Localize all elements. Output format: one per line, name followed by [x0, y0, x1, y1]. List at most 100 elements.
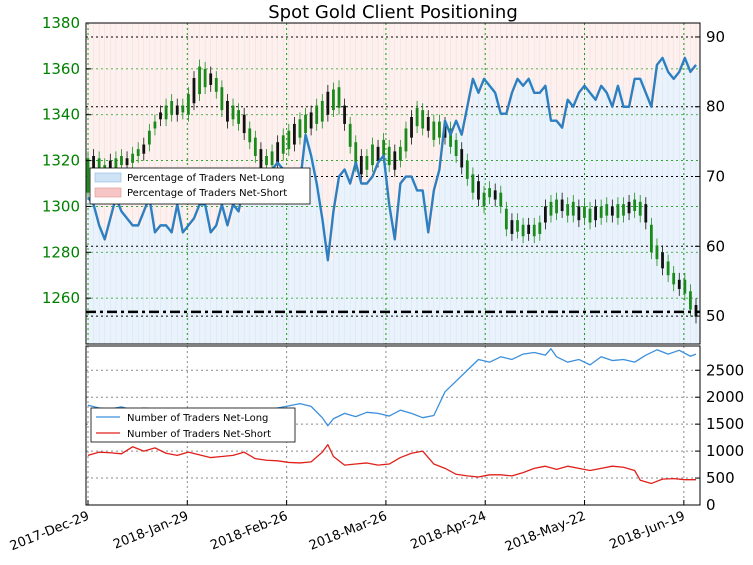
net-short-band [539, 23, 546, 93]
net-short-band [299, 23, 306, 184]
net-short-band [322, 23, 328, 219]
traders-axis-ticks: 0 500 1000 1500 2000 2500 [695, 361, 744, 514]
candle [393, 151, 397, 170]
net-long-band [294, 169, 300, 344]
net-short-band [573, 23, 579, 107]
candle [616, 204, 620, 218]
price-candles [86, 59, 698, 324]
net-long-band [188, 225, 194, 344]
net-long-band [104, 239, 111, 344]
net-long-band [171, 232, 178, 344]
net-short-band [244, 23, 250, 184]
net-short-band [372, 23, 379, 177]
candle [304, 114, 307, 134]
net-long-band [221, 204, 228, 344]
legend-label-net-long: Percentage of Traders Net-Long [127, 173, 285, 184]
net-short-band [88, 23, 94, 198]
net-long-band [99, 225, 105, 344]
candle [454, 139, 458, 156]
net-long-band [355, 162, 362, 344]
net-long-band [617, 85, 624, 344]
candle [543, 206, 547, 223]
net-long-percentage-line [87, 56, 697, 262]
candle [131, 153, 135, 163]
candle [382, 139, 386, 156]
net-long-band [428, 232, 434, 344]
net-long-band [684, 57, 691, 344]
candle [421, 110, 425, 129]
net-long-band [88, 197, 94, 344]
traders-panel-frame [85, 345, 701, 506]
net-long-band [489, 85, 496, 344]
percent-tick-label: 60 [706, 237, 725, 255]
net-short-band [383, 23, 390, 156]
net-short-band [305, 23, 312, 135]
net-short-band [400, 23, 406, 184]
net-long-band [389, 204, 395, 344]
candle [549, 201, 553, 216]
net-long-band [199, 204, 206, 344]
net-short-band [584, 23, 591, 86]
net-long-band [690, 71, 696, 344]
net-long-band [640, 78, 646, 344]
net-long-band [517, 78, 524, 344]
net-long-band [629, 106, 635, 344]
net-long-band [606, 92, 613, 344]
candle [203, 68, 207, 88]
net-long-band [573, 106, 579, 344]
net-long-line-group [87, 56, 697, 262]
net-short-band [545, 23, 551, 86]
net-short-band [311, 23, 317, 156]
net-long-band [383, 155, 390, 344]
candle [153, 121, 157, 129]
candle [259, 149, 263, 170]
net-long-band [216, 225, 222, 344]
candle [599, 206, 603, 218]
positioning-legend: Percentage of Traders Net-Long Percentag… [89, 167, 311, 205]
net-short-band [444, 23, 451, 121]
net-short-band [127, 23, 133, 219]
net-long-band [656, 64, 663, 344]
candle [343, 105, 346, 124]
candle [387, 146, 391, 166]
net-short-band [439, 23, 445, 170]
net-long-band [539, 92, 546, 344]
percent-tick-label: 70 [706, 168, 725, 186]
candle [214, 78, 218, 92]
net-long-band [623, 106, 630, 344]
candle [527, 224, 531, 234]
chart-title: Spot Gold Client Positioning [268, 2, 518, 23]
net-long-band [311, 155, 317, 344]
net-long-band [534, 92, 540, 344]
candle [220, 87, 224, 111]
net-short-band [528, 23, 535, 79]
traders-tick-label: 1000 [706, 442, 744, 460]
net-short-band [166, 23, 172, 226]
net-short-band [104, 23, 111, 240]
legend-label-traders-net-short: Number of Traders Net-Short [127, 429, 271, 440]
candle [493, 190, 497, 200]
percent-tick-label: 90 [706, 28, 725, 46]
net-long-band [132, 225, 139, 344]
candle [348, 123, 352, 147]
net-short-band [517, 23, 524, 79]
net-short-band [160, 23, 167, 226]
net-long-band [366, 183, 373, 344]
net-short-band [238, 23, 245, 212]
net-short-band [177, 23, 183, 205]
candle [292, 123, 296, 145]
candle [226, 100, 229, 122]
traders-tick-label: 2000 [706, 388, 744, 406]
net-short-band [171, 23, 178, 233]
net-short-band [210, 23, 217, 233]
net-long-band [567, 99, 574, 344]
net-short-band [662, 23, 669, 58]
net-long-band [327, 260, 334, 344]
net-short-band [450, 23, 457, 135]
traders-panel: 0 500 1000 1500 2000 2500 2017-Dec-29 2018-Jan… [8, 345, 744, 555]
net-short-band [99, 23, 105, 226]
net-short-band [350, 23, 356, 184]
net-long-band [394, 239, 401, 344]
candle [198, 66, 201, 95]
